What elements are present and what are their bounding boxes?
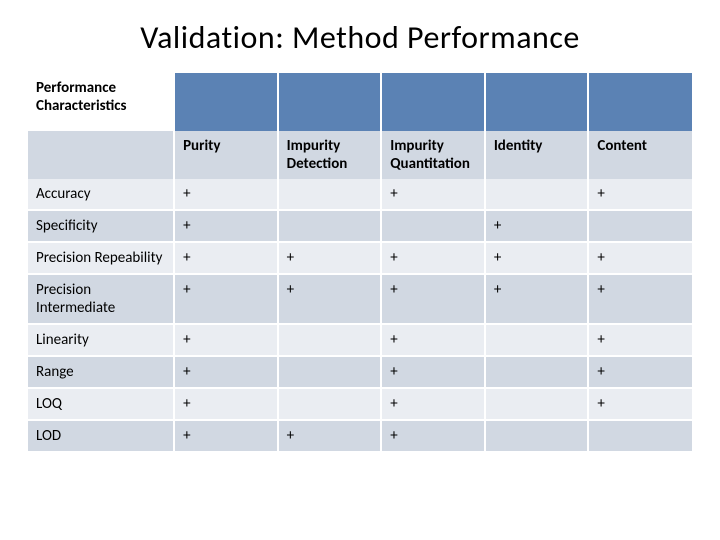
cell xyxy=(588,210,692,242)
cell: + xyxy=(381,274,485,324)
cell: + xyxy=(485,210,589,242)
cell xyxy=(485,420,589,452)
cell: + xyxy=(174,356,278,388)
header-blue-0 xyxy=(174,73,278,131)
cell xyxy=(278,210,382,242)
col-header-0: Purity xyxy=(174,131,278,179)
cell: + xyxy=(174,388,278,420)
cell xyxy=(485,388,589,420)
table-row: Accuracy+++ xyxy=(28,179,692,210)
header-row-2: Purity Impurity Detection Impurity Quant… xyxy=(28,131,692,179)
cell: + xyxy=(174,210,278,242)
header-blue-2 xyxy=(381,73,485,131)
col-header-1: Impurity Detection xyxy=(278,131,382,179)
row-label: Accuracy xyxy=(28,179,174,210)
cell: + xyxy=(588,179,692,210)
header-blue-4 xyxy=(588,73,692,131)
cell xyxy=(381,210,485,242)
table-row: Linearity+++ xyxy=(28,324,692,356)
cell: + xyxy=(174,324,278,356)
cell: + xyxy=(588,274,692,324)
cell: + xyxy=(174,179,278,210)
cell: + xyxy=(278,242,382,274)
table-row: Specificity++ xyxy=(28,210,692,242)
col-header-2: Impurity Quantitation xyxy=(381,131,485,179)
cell xyxy=(278,388,382,420)
cell: + xyxy=(381,179,485,210)
cell xyxy=(588,420,692,452)
cell: + xyxy=(174,242,278,274)
cell xyxy=(278,179,382,210)
col-header-3: Identity xyxy=(485,131,589,179)
header-rowlabel-blank xyxy=(28,131,174,179)
row-label: Precision Repeability xyxy=(28,242,174,274)
header-row-1: Performance Characteristics xyxy=(28,73,692,131)
cell: + xyxy=(588,324,692,356)
page-title: Validation: Method Performance xyxy=(28,18,692,57)
cell: + xyxy=(381,356,485,388)
table-row: LOD+++ xyxy=(28,420,692,452)
cell xyxy=(485,179,589,210)
row-label: Precision Intermediate xyxy=(28,274,174,324)
cell: + xyxy=(588,356,692,388)
table-row: Range+++ xyxy=(28,356,692,388)
header-blue-1 xyxy=(278,73,382,131)
cell: + xyxy=(381,388,485,420)
corner-cell: Performance Characteristics xyxy=(28,73,174,131)
header-blue-3 xyxy=(485,73,589,131)
cell: + xyxy=(381,242,485,274)
table-row: LOQ+++ xyxy=(28,388,692,420)
cell xyxy=(485,356,589,388)
cell: + xyxy=(174,274,278,324)
cell: + xyxy=(381,420,485,452)
cell: + xyxy=(485,242,589,274)
col-header-4: Content xyxy=(588,131,692,179)
row-label: Linearity xyxy=(28,324,174,356)
cell: + xyxy=(278,420,382,452)
cell: + xyxy=(588,242,692,274)
row-label: LOD xyxy=(28,420,174,452)
cell: + xyxy=(588,388,692,420)
cell: + xyxy=(278,274,382,324)
cell: + xyxy=(381,324,485,356)
row-label: LOQ xyxy=(28,388,174,420)
table-row: Precision Repeability+++++ xyxy=(28,242,692,274)
cell xyxy=(278,324,382,356)
row-label: Specificity xyxy=(28,210,174,242)
cell xyxy=(278,356,382,388)
cell: + xyxy=(174,420,278,452)
validation-table: Performance Characteristics Purity Impur… xyxy=(28,73,692,453)
table-row: Precision Intermediate+++++ xyxy=(28,274,692,324)
row-label: Range xyxy=(28,356,174,388)
table-body: Accuracy+++Specificity++Precision Repeab… xyxy=(28,179,692,452)
cell xyxy=(485,324,589,356)
cell: + xyxy=(485,274,589,324)
